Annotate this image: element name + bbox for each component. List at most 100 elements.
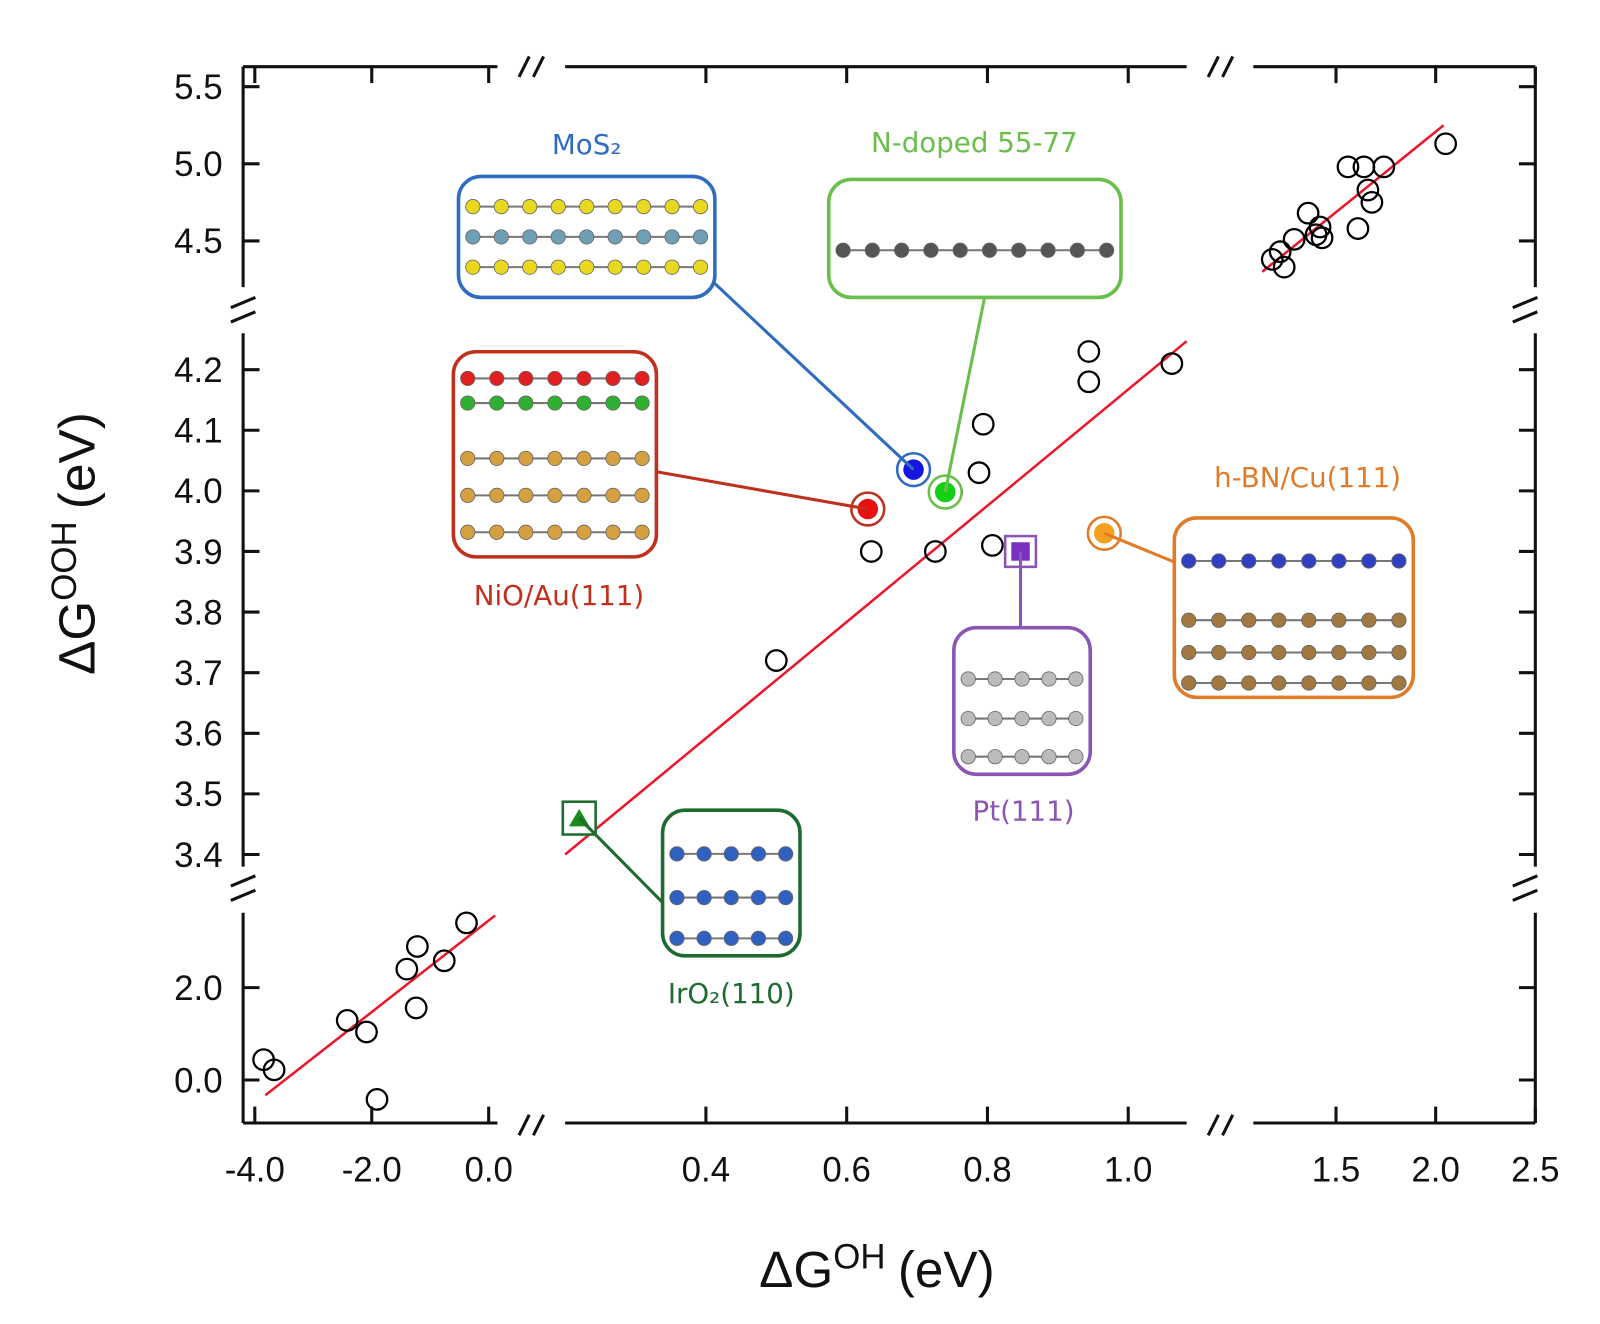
axis-break: [1512, 310, 1538, 324]
y-tick-label: 4.1: [174, 412, 222, 451]
axis-break: [1512, 295, 1538, 310]
inset-atom: [750, 846, 767, 862]
y-tick-label: 3.4: [174, 836, 222, 875]
x-label-unit: (eV): [898, 1241, 995, 1298]
inset-box: [826, 177, 1123, 300]
inset-atom: [1331, 612, 1347, 628]
axis-break: [230, 874, 257, 888]
inset-atom: [460, 370, 476, 387]
fit-line: [1261, 124, 1445, 273]
axis-break: [1221, 1114, 1235, 1136]
y-tick-label: 3.6: [174, 715, 222, 754]
axis-break: [517, 55, 531, 78]
inset-atom: [547, 370, 563, 387]
inset-atom: [460, 524, 476, 540]
inset-atom: [669, 889, 685, 906]
inset-box: [1172, 516, 1416, 700]
data-point: [923, 540, 947, 563]
inset-atom: [1331, 553, 1347, 569]
inset-atom: [607, 199, 623, 215]
inset-atom: [634, 450, 650, 467]
y-label-unit: (eV): [48, 412, 105, 509]
inset-atom: [1040, 242, 1056, 258]
inset-atom: [696, 889, 712, 906]
fit-line: [564, 340, 1188, 856]
inset-atom: [579, 259, 595, 275]
inset-atom: [547, 524, 563, 540]
data-point: [1310, 226, 1334, 250]
inset-atom: [1391, 644, 1407, 661]
inset-box: [952, 625, 1093, 777]
y-tick-label: 3.5: [174, 775, 222, 814]
inset-atom: [605, 524, 621, 540]
inset-atom: [1068, 749, 1084, 765]
data-point: [1360, 190, 1384, 214]
inset-atom: [1068, 710, 1084, 727]
inset-atom: [636, 229, 652, 245]
axis-break: [531, 55, 545, 78]
x-tick-label: 0.8: [963, 1150, 1011, 1189]
axis-break: [1221, 55, 1235, 78]
inset-atom: [1241, 675, 1257, 691]
inset-atom: [1181, 612, 1197, 628]
inset-label: MoS₂: [552, 128, 622, 161]
inset-label: N-doped 55-77: [871, 126, 1078, 159]
y-tick-label: 4.2: [174, 351, 222, 390]
inset-atom: [696, 846, 712, 862]
inset-label: Pt(111): [973, 794, 1075, 827]
inset-atom: [465, 259, 481, 275]
inset-atom: [692, 229, 709, 245]
inset-atom: [1271, 612, 1287, 628]
x-tick-label: 1.0: [1104, 1150, 1152, 1189]
inset-atom: [1014, 749, 1030, 765]
data-point: [1272, 255, 1296, 279]
inset-atom: [1361, 553, 1377, 569]
inset-atom: [723, 889, 739, 906]
axis-break: [517, 1114, 531, 1136]
inset-atom: [723, 846, 739, 862]
y-tick-label: 3.9: [174, 533, 222, 572]
inset-atom: [1301, 675, 1317, 691]
inset-atom: [696, 930, 712, 946]
inset-atom: [522, 259, 538, 275]
axis-break: [230, 310, 257, 324]
inset-atom: [1014, 710, 1030, 727]
y-tick-label: 4.5: [174, 222, 222, 261]
y-axis-label: ΔGOOH (eV): [45, 412, 105, 675]
inset-atom: [1211, 612, 1227, 628]
inset-atom: [465, 199, 481, 215]
data-point: [980, 534, 1004, 557]
x-tick-label: 0.0: [464, 1150, 512, 1189]
inset-atom: [576, 450, 592, 467]
inset-atom: [1241, 612, 1257, 628]
inset-atom: [605, 395, 621, 411]
inset-atom: [864, 242, 880, 258]
x-tick-label: 0.4: [682, 1150, 730, 1189]
inset-atom: [664, 229, 680, 245]
data-point: [1372, 155, 1396, 179]
inset-atom: [1014, 671, 1030, 687]
data-point: [455, 911, 478, 935]
axis-break: [1512, 888, 1538, 902]
inset-atom: [835, 242, 851, 258]
inset-atom: [1361, 612, 1377, 628]
inset-atom: [1271, 644, 1287, 661]
inset-atom: [1069, 242, 1085, 258]
data-point: [1077, 370, 1101, 394]
y-label-sup: OOH: [45, 521, 84, 600]
inset-label: h-BN/Cu(111): [1214, 461, 1401, 494]
inset-atom: [576, 524, 592, 540]
inset-atom: [547, 487, 563, 503]
inset-atom: [1391, 553, 1407, 569]
inset-atom: [664, 199, 680, 215]
inset-atom: [636, 199, 652, 215]
inset-atom: [518, 450, 534, 467]
y-tick-label: 2.0: [174, 969, 222, 1008]
inset-atom: [923, 242, 939, 258]
data-point: [1268, 240, 1292, 264]
inset-atom: [636, 259, 652, 275]
highlight-point: [1011, 542, 1030, 561]
inset-atom: [489, 487, 505, 503]
connector: [656, 470, 869, 511]
y-tick-label: 3.7: [174, 654, 222, 693]
